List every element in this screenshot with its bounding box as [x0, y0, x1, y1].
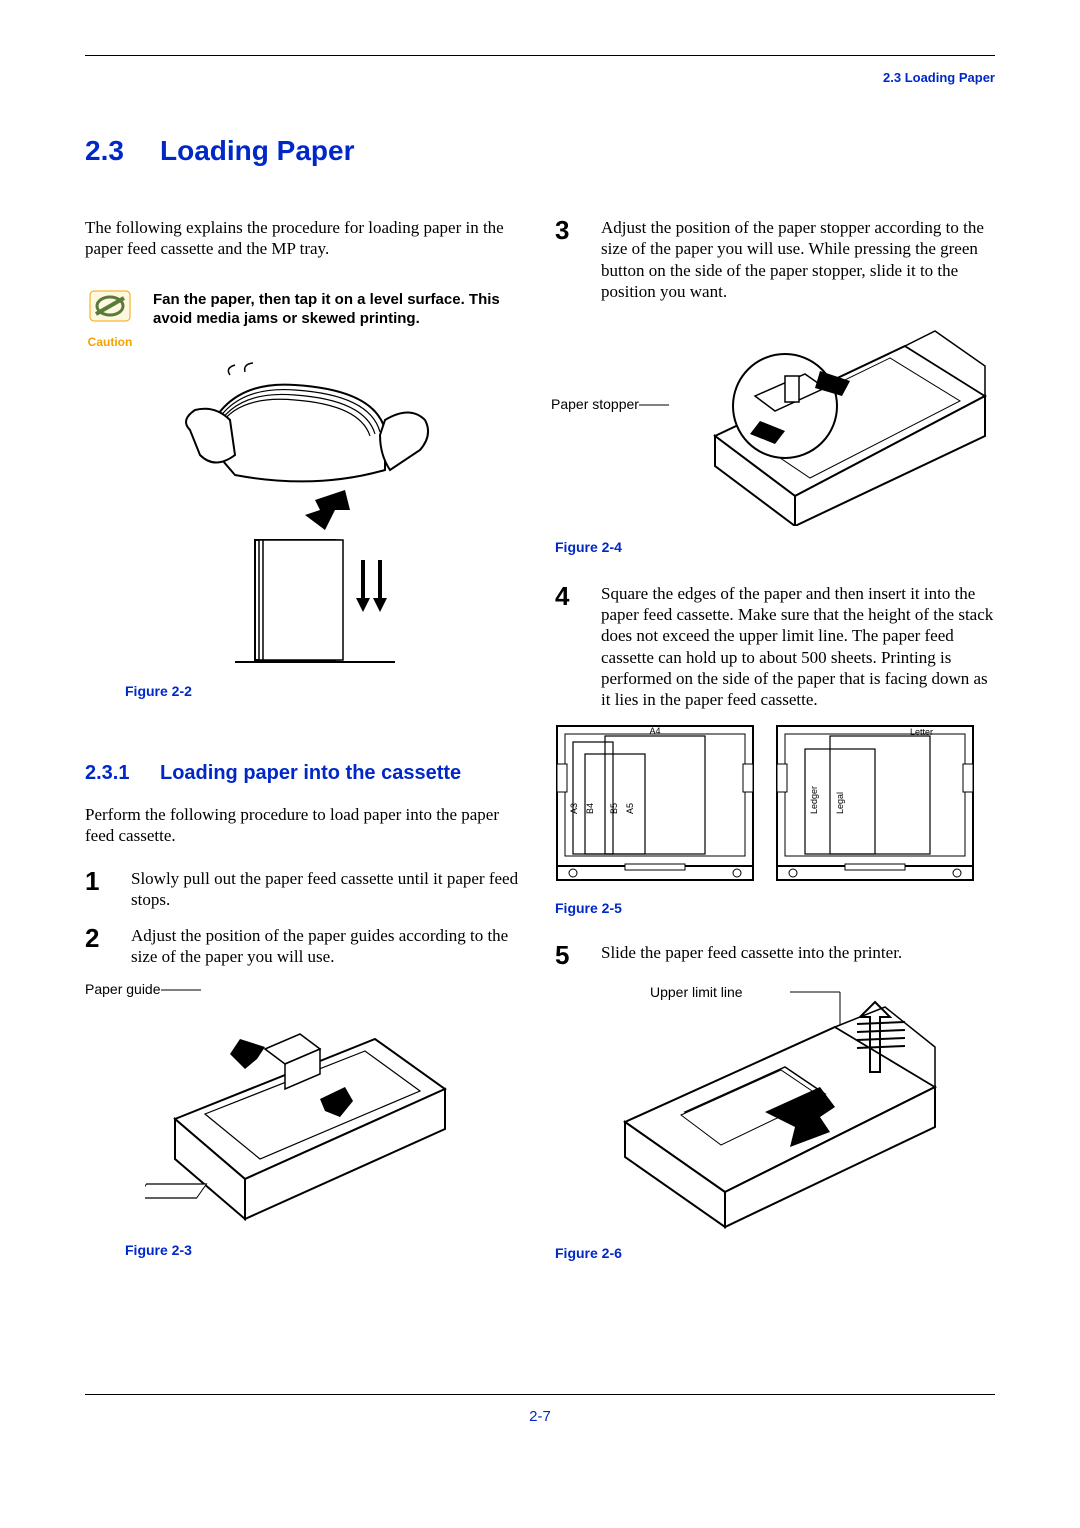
- step-1-text: Slowly pull out the paper feed cassette …: [131, 868, 525, 911]
- illustration-cassette-metric: A4 B4 B5 A5 A3: [555, 724, 755, 884]
- svg-text:Letter: Letter: [910, 727, 933, 737]
- subsection-number: 2.3.1: [85, 761, 160, 786]
- figure-2-2-caption: Figure 2-2: [125, 683, 525, 701]
- step-4-num: 4: [555, 583, 585, 609]
- leader-line: [639, 404, 669, 406]
- top-rule: [85, 55, 995, 56]
- step-2-num: 2: [85, 925, 115, 951]
- subsection-heading: 2.3.1Loading paper into the cassette: [85, 761, 525, 786]
- step-1-num: 1: [85, 868, 115, 894]
- two-column-layout: The following explains the procedure for…: [85, 217, 995, 1263]
- illustration-fan-paper: [175, 360, 435, 670]
- step-1: 1 Slowly pull out the paper feed cassett…: [85, 868, 525, 911]
- step-3-text: Adjust the position of the paper stopper…: [601, 217, 995, 302]
- step-5-num: 5: [555, 942, 585, 968]
- section-heading: 2.3Loading Paper: [85, 135, 995, 167]
- svg-text:B4: B4: [585, 803, 595, 814]
- step-4-text: Square the edges of the paper and then i…: [601, 583, 995, 711]
- caution-icon-wrap: Caution: [85, 290, 135, 350]
- figure-2-5-caption: Figure 2-5: [555, 900, 995, 918]
- svg-text:B5: B5: [609, 803, 619, 814]
- left-column: The following explains the procedure for…: [85, 217, 525, 1263]
- svg-text:Legal: Legal: [835, 792, 845, 814]
- step-4: 4 Square the edges of the paper and then…: [555, 583, 995, 711]
- intro-text: The following explains the procedure for…: [85, 217, 525, 260]
- caution-icon: [89, 290, 131, 328]
- figure-2-2: Figure 2-2: [85, 360, 525, 701]
- upper-limit-label: Upper limit line: [650, 984, 743, 1002]
- svg-text:A5: A5: [625, 803, 635, 814]
- illustration-upper-limit: [595, 982, 955, 1232]
- caution-label: Caution: [85, 335, 135, 350]
- figure-2-3: Paper guide: [85, 981, 525, 1259]
- bottom-rule: [85, 1394, 995, 1395]
- subsection-title: Loading paper into the cassette: [160, 762, 461, 784]
- figure-2-6: Upper limit line: [555, 982, 995, 1263]
- svg-text:Ledger: Ledger: [809, 786, 819, 814]
- paper-stopper-label: Paper stopper: [551, 396, 639, 414]
- header-breadcrumb: 2.3 Loading Paper: [85, 70, 995, 85]
- page-number: 2-7: [85, 1408, 995, 1425]
- section-title: Loading Paper: [160, 135, 354, 166]
- illustration-cassette-imperial: Letter Ledger Legal: [775, 724, 975, 884]
- figure-2-3-caption: Figure 2-3: [125, 1242, 525, 1260]
- step-5: 5 Slide the paper feed cassette into the…: [555, 942, 995, 968]
- figure-2-6-caption: Figure 2-6: [555, 1245, 995, 1263]
- step-3: 3 Adjust the position of the paper stopp…: [555, 217, 995, 302]
- caution-text: Fan the paper, then tap it on a level su…: [153, 290, 525, 329]
- figure-2-4-caption: Figure 2-4: [555, 539, 995, 557]
- step-3-num: 3: [555, 217, 585, 243]
- figure-2-4: Paper stopper: [555, 316, 995, 557]
- illustration-cassette-guides: [145, 979, 465, 1229]
- page: 2.3 Loading Paper 2.3Loading Paper The f…: [85, 55, 995, 1435]
- step-2-text: Adjust the position of the paper guides …: [131, 925, 525, 968]
- step-5-text: Slide the paper feed cassette into the p…: [601, 942, 995, 963]
- svg-text:A3: A3: [569, 803, 579, 814]
- svg-text:A4: A4: [649, 726, 660, 736]
- step-2: 2 Adjust the position of the paper guide…: [85, 925, 525, 968]
- illustration-paper-stopper: [645, 316, 995, 526]
- right-column: 3 Adjust the position of the paper stopp…: [555, 217, 995, 1263]
- section-number: 2.3: [85, 135, 160, 167]
- figure-2-5: A4 B4 B5 A5 A3: [555, 724, 995, 918]
- subsection-intro: Perform the following procedure to load …: [85, 804, 525, 847]
- caution-block: Caution Fan the paper, then tap it on a …: [85, 290, 525, 350]
